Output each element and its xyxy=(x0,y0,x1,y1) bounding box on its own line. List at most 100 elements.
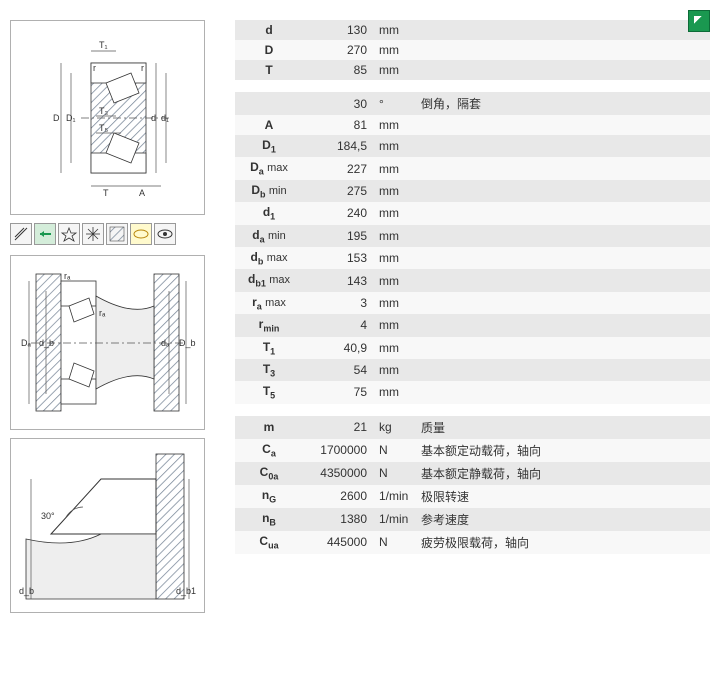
dim-symbol: da min xyxy=(235,225,303,247)
detail-dim-row: db1 max143mm xyxy=(235,269,710,291)
spec-unit: N xyxy=(373,531,415,554)
spec-description: 参考速度 xyxy=(415,508,710,531)
dim-value: 227 xyxy=(303,157,373,179)
spec-value: 1700000 xyxy=(303,439,373,462)
spec-unit: N xyxy=(373,462,415,485)
dim-unit: mm xyxy=(373,225,415,247)
ellipse-icon[interactable] xyxy=(130,223,152,245)
dim-value: 3 xyxy=(303,292,373,314)
svg-text:r: r xyxy=(141,63,144,73)
svg-text:r: r xyxy=(93,63,96,73)
svg-text:A: A xyxy=(139,188,145,198)
svg-text:d: d xyxy=(151,113,156,123)
spec-value: 21 xyxy=(303,416,373,439)
detail-dim-row: T140,9mm xyxy=(235,337,710,359)
dim-unit: mm xyxy=(373,269,415,291)
dim-unit: mm xyxy=(373,359,415,381)
dim-value: 85 xyxy=(303,60,373,80)
dim-unit: mm xyxy=(373,202,415,224)
dim-unit: mm xyxy=(373,115,415,135)
spec-description: 基本额定动载荷，轴向 xyxy=(415,439,710,462)
chamfer-angle-unit: ° xyxy=(373,92,415,115)
dim-value: 153 xyxy=(303,247,373,269)
svg-text:T: T xyxy=(103,188,109,198)
load-spec-row: Cua445000N疲劳极限载荷，轴向 xyxy=(235,531,710,554)
dim-value: 130 xyxy=(303,20,373,40)
dim-value: 54 xyxy=(303,359,373,381)
hatch-icon[interactable] xyxy=(106,223,128,245)
dim-symbol: Db min xyxy=(235,180,303,202)
spec-description: 极限转速 xyxy=(415,485,710,508)
svg-text:rₐ: rₐ xyxy=(64,271,71,281)
svg-text:T₁: T₁ xyxy=(99,40,108,50)
main-dim-row: D270mm xyxy=(235,40,710,60)
svg-text:d_b1: d_b1 xyxy=(176,586,196,596)
spec-symbol: C0a xyxy=(235,462,303,485)
chamfer-header-label: 倒角，隔套 xyxy=(415,92,710,115)
spec-value: 445000 xyxy=(303,531,373,554)
diagrams-column: D D₁ d d₁ T A T₁ T₃ T₅ r r xyxy=(10,20,205,621)
dim-value: 81 xyxy=(303,115,373,135)
detail-dim-row: rmin4mm xyxy=(235,314,710,336)
detail-dimensions-table: 30 ° 倒角，隔套 A81mmD1184,5mmDa max227mmDb m… xyxy=(235,92,710,404)
dim-symbol: T1 xyxy=(235,337,303,359)
load-specs-table: m21kg质量Ca1700000N基本额定动载荷，轴向C0a4350000N基本… xyxy=(235,416,710,554)
load-spec-row: C0a4350000N基本额定静载荷，轴向 xyxy=(235,462,710,485)
detail-dim-row: db max153mm xyxy=(235,247,710,269)
detail-dim-row: da min195mm xyxy=(235,225,710,247)
mounting-diagram: rₐ rₐ Dₐ d_b dₐ D_b xyxy=(10,255,205,430)
dim-value: 275 xyxy=(303,180,373,202)
dim-unit: mm xyxy=(373,337,415,359)
spec-unit: 1/min xyxy=(373,508,415,531)
dim-unit: mm xyxy=(373,135,415,157)
dim-value: 184,5 xyxy=(303,135,373,157)
spec-description: 质量 xyxy=(415,416,710,439)
icon-toolbar xyxy=(10,223,205,245)
dim-unit: mm xyxy=(373,292,415,314)
spec-symbol: nG xyxy=(235,485,303,508)
dim-unit: mm xyxy=(373,381,415,403)
detail-dim-row: T575mm xyxy=(235,381,710,403)
svg-text:d_b: d_b xyxy=(19,586,34,596)
svg-text:d_b: d_b xyxy=(39,338,54,348)
star-icon[interactable] xyxy=(58,223,80,245)
load-spec-row: m21kg质量 xyxy=(235,416,710,439)
load-spec-row: Ca1700000N基本额定动载荷，轴向 xyxy=(235,439,710,462)
detail-dim-row: Db min275mm xyxy=(235,180,710,202)
dim-unit: mm xyxy=(373,20,415,40)
main-dim-row: T85mm xyxy=(235,60,710,80)
dim-symbol: db max xyxy=(235,247,303,269)
svg-text:dₐ: dₐ xyxy=(161,338,170,348)
svg-text:D₁: D₁ xyxy=(66,113,76,123)
load-spec-row: nG26001/min极限转速 xyxy=(235,485,710,508)
specifications-column: d130mmD270mmT85mm 30 ° 倒角，隔套 A81mmD1184,… xyxy=(235,20,710,621)
dim-symbol: T3 xyxy=(235,359,303,381)
spec-symbol: m xyxy=(235,416,303,439)
dim-value: 195 xyxy=(303,225,373,247)
detail-dim-row: Da max227mm xyxy=(235,157,710,179)
dim-symbol: Da max xyxy=(235,157,303,179)
detail-dim-row: D1184,5mm xyxy=(235,135,710,157)
chamfer-angle-label: 30° xyxy=(41,511,55,521)
svg-text:T₃: T₃ xyxy=(99,106,108,116)
burst-icon[interactable] xyxy=(82,223,104,245)
export-icon[interactable] xyxy=(688,10,710,32)
main-dim-row: d130mm xyxy=(235,20,710,40)
dim-value: 270 xyxy=(303,40,373,60)
dim-unit: mm xyxy=(373,60,415,80)
eye-icon[interactable] xyxy=(154,223,176,245)
main-dimensions-table: d130mmD270mmT85mm xyxy=(235,20,710,80)
spec-symbol: nB xyxy=(235,508,303,531)
chamfer-angle-value: 30 xyxy=(303,92,373,115)
dim-unit: mm xyxy=(373,247,415,269)
dim-symbol: d1 xyxy=(235,202,303,224)
svg-text:T₅: T₅ xyxy=(99,123,108,133)
detail-dim-row: d1240mm xyxy=(235,202,710,224)
dim-unit: mm xyxy=(373,40,415,60)
dim-symbol: d xyxy=(235,20,303,40)
svg-text:D_b: D_b xyxy=(179,338,196,348)
tolerance-icon[interactable] xyxy=(10,223,32,245)
dim-unit: mm xyxy=(373,157,415,179)
svg-text:D: D xyxy=(53,113,60,123)
arrow-icon[interactable] xyxy=(34,223,56,245)
